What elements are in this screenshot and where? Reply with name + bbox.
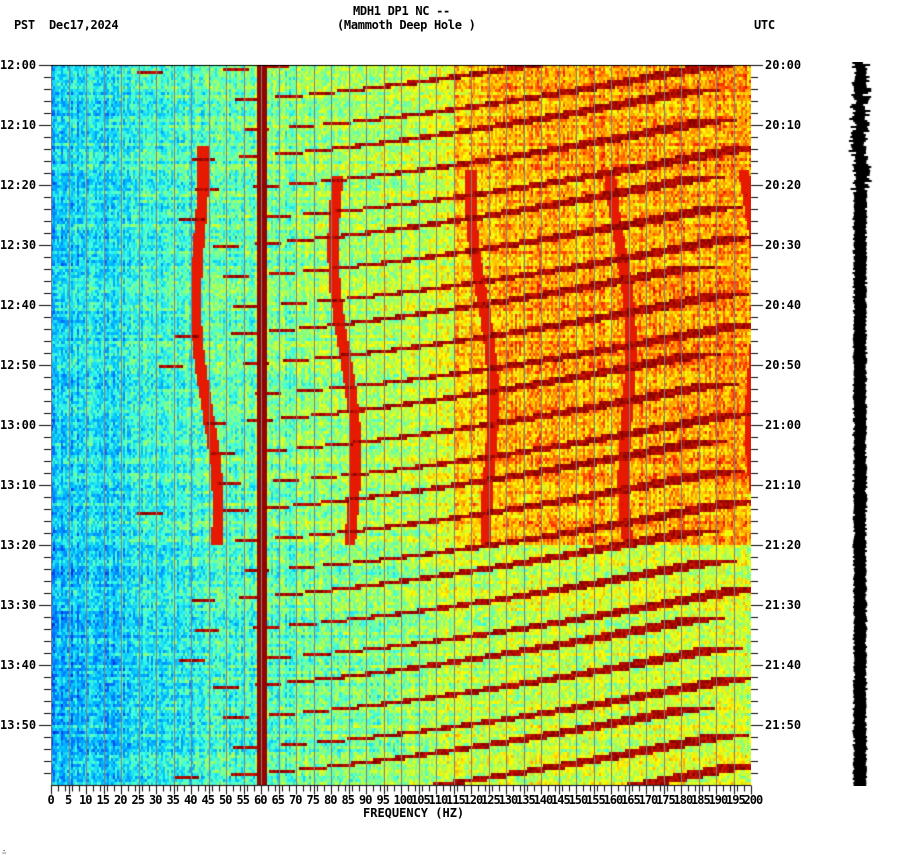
y-tick-label-left: 12:50 [0,358,37,372]
x-tick-label: 60 [254,793,267,807]
x-axis-title: FREQUENCY (HZ) [363,806,465,820]
x-tick-label: 135 [516,793,536,807]
x-tick-label: 130 [498,793,519,807]
x-tick-label: 190 [708,793,729,807]
corner-mark: ∴ [2,848,7,856]
x-tick-label: 20 [114,793,127,807]
x-tick-label: 80 [324,793,337,807]
x-tick-label: 120 [463,793,484,807]
y-tick-label-left: 12:40 [0,298,37,312]
x-tick-label: 175 [656,793,676,807]
y-tick-label-right: 21:00 [765,418,802,432]
x-tick-label: 50 [219,793,232,807]
y-tick-label-right: 20:40 [765,298,802,312]
y-tick-label-right: 20:30 [765,238,802,252]
x-tick-label: 185 [691,793,711,807]
x-tick-label: 180 [673,793,694,807]
x-tick-label: 110 [428,793,449,807]
x-tick-label: 150 [568,793,589,807]
x-tick-label: 170 [638,793,659,807]
x-tick-label: 85 [341,793,355,807]
x-tick-label: 90 [359,793,372,807]
seismogram-trace [845,62,875,786]
y-tick-label-right: 20:20 [765,178,802,192]
y-tick-label-right: 21:30 [765,598,802,612]
y-tick-label-left: 12:00 [0,58,37,72]
x-tick-label: 115 [446,793,466,807]
y-tick-label-right: 21:40 [765,658,802,672]
x-tick-label: 40 [184,793,197,807]
y-tick-label-right: 20:10 [765,118,802,132]
x-tick-label: 145 [551,793,571,807]
x-tick-label: 5 [65,793,72,807]
x-tick-label: 95 [376,793,390,807]
y-tick-label-right: 21:20 [765,538,802,552]
x-tick-label: 0 [47,793,55,807]
y-tick-label-left: 13:10 [0,478,37,492]
y-tick-label-left: 13:40 [0,658,37,672]
x-tick-label: 200 [743,793,764,807]
x-tick-label: 100 [393,793,414,807]
x-tick-label: 140 [533,793,554,807]
x-tick-label: 25 [131,793,145,807]
x-tick-label: 160 [603,793,624,807]
y-tick-label-left: 13:20 [0,538,37,552]
x-tick-label: 155 [586,793,606,807]
y-tick-label-left: 13:50 [0,718,37,732]
y-tick-label-right: 21:10 [765,478,802,492]
x-tick-label: 10 [79,793,92,807]
y-tick-label-left: 12:10 [0,118,37,132]
x-tick-label: 65 [271,793,285,807]
x-tick-label: 70 [289,793,302,807]
y-tick-label-left: 12:30 [0,238,37,252]
x-tick-label: 75 [306,793,320,807]
x-tick-label: 165 [621,793,641,807]
y-tick-label-right: 20:00 [765,58,802,72]
y-tick-label-left: 13:00 [0,418,37,432]
x-tick-label: 35 [166,793,180,807]
y-tick-label-left: 13:30 [0,598,37,612]
x-tick-label: 195 [726,793,746,807]
y-tick-label-left: 12:20 [0,178,37,192]
x-tick-label: 30 [149,793,162,807]
x-tick-label: 45 [201,793,215,807]
y-tick-label-right: 21:50 [765,718,802,732]
x-tick-label: 55 [236,793,250,807]
x-tick-label: 125 [481,793,501,807]
x-tick-label: 15 [96,793,110,807]
y-tick-label-right: 20:50 [765,358,802,372]
x-tick-label: 105 [411,793,431,807]
